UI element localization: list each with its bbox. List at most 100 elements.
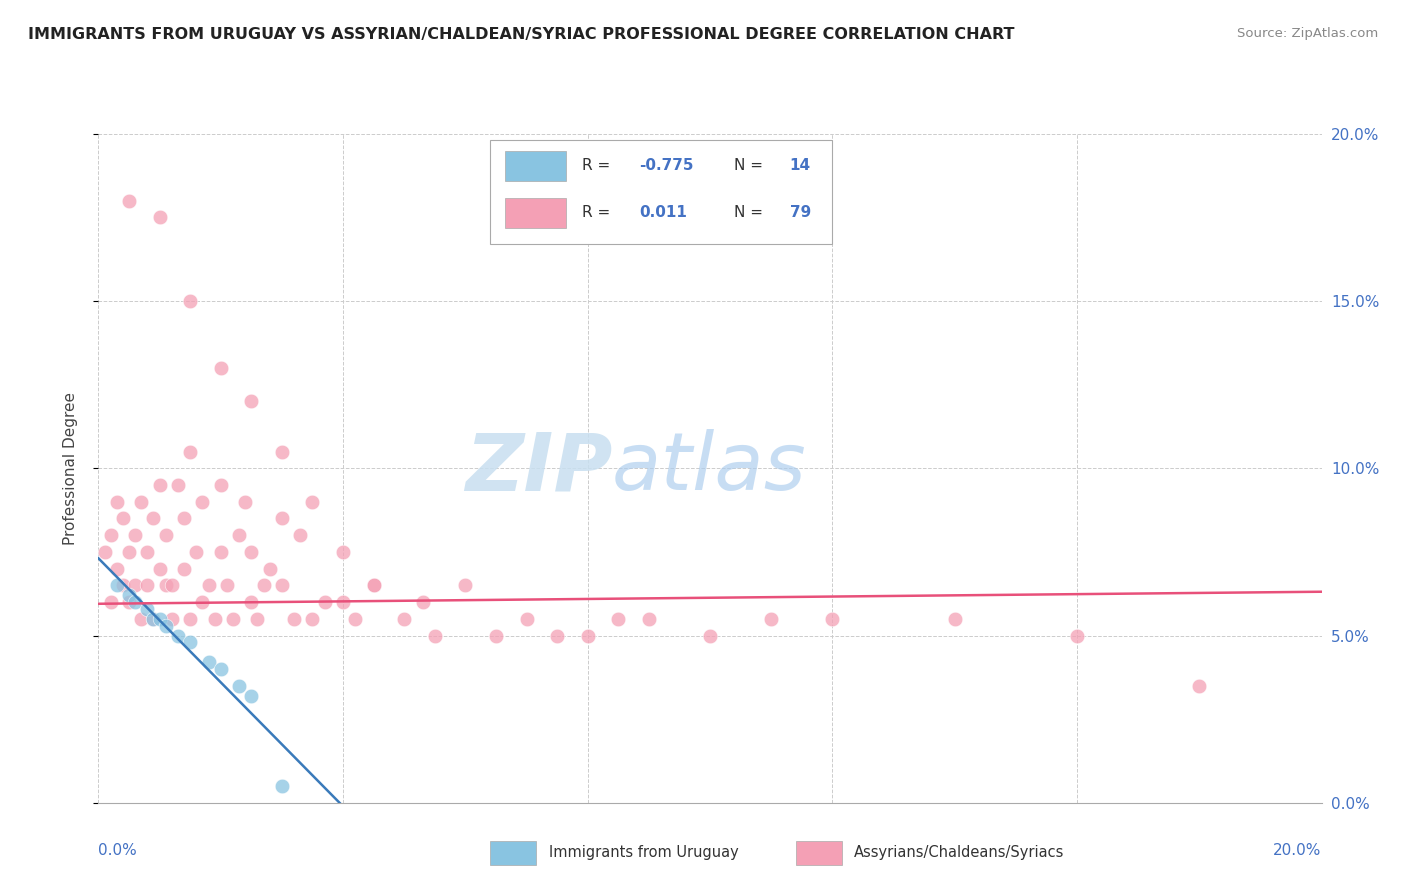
Text: 79: 79 — [790, 205, 811, 220]
Point — [167, 478, 190, 492]
Point — [821, 612, 844, 626]
Point — [485, 628, 508, 642]
FancyBboxPatch shape — [489, 141, 832, 244]
Point — [363, 578, 385, 592]
Point — [124, 595, 146, 609]
Point — [111, 578, 134, 592]
Text: R =: R = — [582, 159, 614, 173]
FancyBboxPatch shape — [796, 841, 842, 864]
Point — [105, 494, 128, 508]
Point — [129, 612, 152, 626]
FancyBboxPatch shape — [505, 198, 565, 227]
Point — [136, 578, 159, 592]
Point — [246, 612, 269, 626]
Point — [252, 578, 274, 592]
Point — [149, 478, 172, 492]
Point — [412, 595, 434, 609]
Point — [454, 578, 477, 592]
Point — [270, 578, 294, 592]
Point — [332, 595, 354, 609]
Text: Source: ZipAtlas.com: Source: ZipAtlas.com — [1237, 27, 1378, 40]
Point — [111, 511, 134, 525]
Point — [943, 612, 966, 626]
Text: 20.0%: 20.0% — [1274, 843, 1322, 858]
Point — [283, 612, 305, 626]
Point — [136, 545, 159, 559]
Point — [179, 635, 201, 649]
Point — [149, 562, 172, 576]
Point — [516, 612, 538, 626]
Text: atlas: atlas — [612, 429, 807, 508]
Point — [290, 528, 312, 542]
Point — [240, 595, 263, 609]
Text: 0.0%: 0.0% — [98, 843, 138, 858]
Point — [142, 612, 165, 626]
Point — [228, 528, 250, 542]
Point — [301, 494, 323, 508]
Point — [118, 194, 141, 208]
Point — [222, 612, 245, 626]
Point — [576, 628, 599, 642]
Point — [179, 294, 201, 309]
Y-axis label: Professional Degree: Professional Degree — [63, 392, 77, 545]
Point — [191, 494, 214, 508]
Point — [105, 562, 128, 576]
Text: 0.011: 0.011 — [640, 205, 688, 220]
Point — [314, 595, 336, 609]
Point — [363, 578, 385, 592]
Point — [761, 612, 783, 626]
Point — [149, 211, 172, 225]
Point — [160, 612, 183, 626]
Point — [270, 511, 294, 525]
Point — [197, 578, 219, 592]
Point — [546, 628, 568, 642]
Point — [105, 578, 128, 592]
Point — [100, 595, 122, 609]
Point — [118, 595, 141, 609]
Text: N =: N = — [734, 159, 768, 173]
Point — [100, 528, 122, 542]
Point — [124, 528, 146, 542]
Text: N =: N = — [734, 205, 768, 220]
Point — [173, 562, 195, 576]
Point — [209, 478, 232, 492]
Point — [186, 545, 208, 559]
Point — [228, 679, 250, 693]
Point — [191, 595, 214, 609]
Point — [142, 511, 165, 525]
Point — [149, 612, 172, 626]
Point — [259, 562, 281, 576]
Point — [301, 612, 323, 626]
Point — [344, 612, 367, 626]
Point — [155, 618, 177, 632]
Point — [197, 655, 219, 669]
Point — [209, 361, 232, 376]
Text: ZIP: ZIP — [465, 429, 612, 508]
Point — [129, 494, 152, 508]
Point — [136, 602, 159, 616]
Point — [124, 578, 146, 592]
FancyBboxPatch shape — [489, 841, 536, 864]
Point — [1188, 679, 1211, 693]
Point — [209, 662, 232, 676]
Point — [209, 545, 232, 559]
FancyBboxPatch shape — [505, 151, 565, 181]
Point — [423, 628, 446, 642]
Text: -0.775: -0.775 — [640, 159, 693, 173]
Point — [179, 612, 201, 626]
Point — [155, 528, 177, 542]
Point — [332, 545, 354, 559]
Point — [204, 612, 226, 626]
Point — [240, 394, 263, 409]
Point — [270, 444, 294, 458]
Point — [638, 612, 661, 626]
Point — [155, 578, 177, 592]
Text: IMMIGRANTS FROM URUGUAY VS ASSYRIAN/CHALDEAN/SYRIAC PROFESSIONAL DEGREE CORRELAT: IMMIGRANTS FROM URUGUAY VS ASSYRIAN/CHAL… — [28, 27, 1015, 42]
Point — [240, 545, 263, 559]
Point — [607, 612, 630, 626]
Text: Immigrants from Uruguay: Immigrants from Uruguay — [548, 846, 738, 861]
Point — [118, 589, 141, 603]
Text: R =: R = — [582, 205, 614, 220]
Point — [392, 612, 416, 626]
Point — [215, 578, 238, 592]
